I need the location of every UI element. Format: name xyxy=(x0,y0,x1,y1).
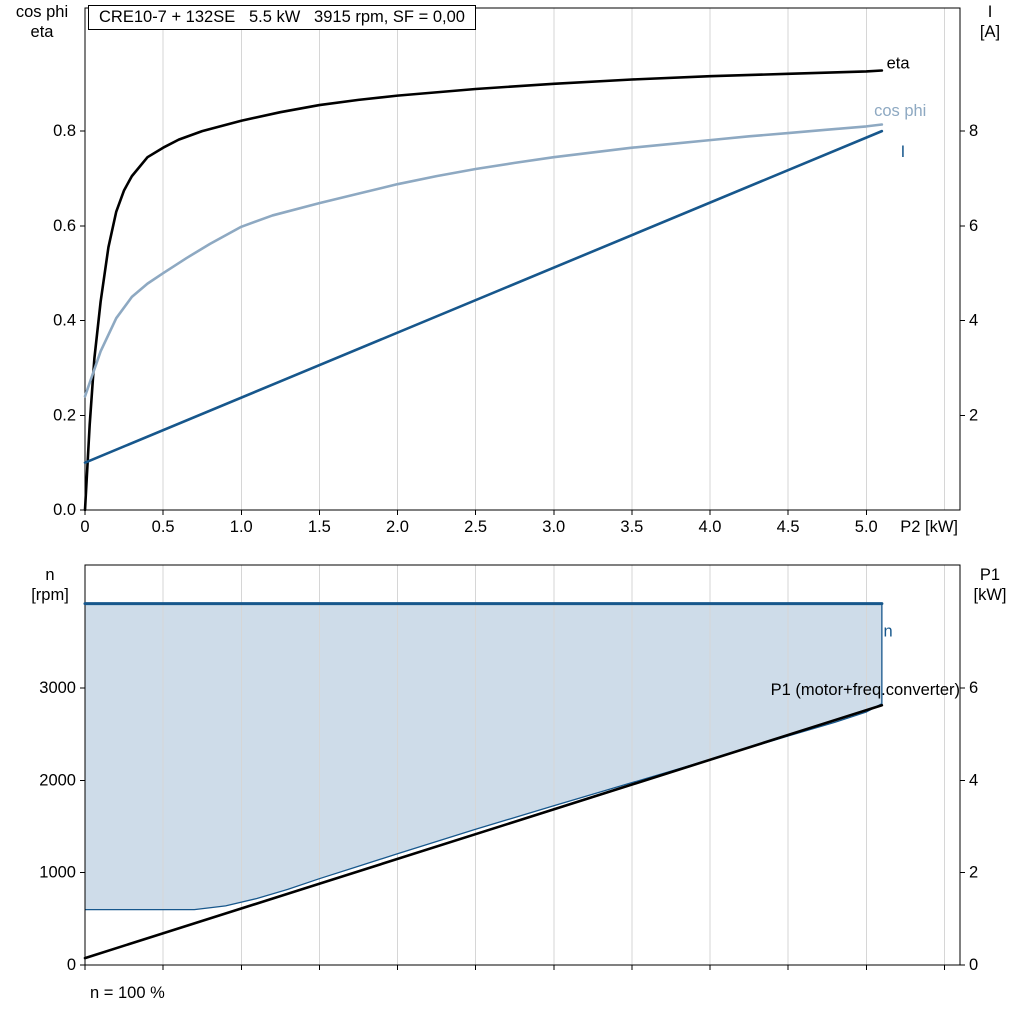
series-label-eta: eta xyxy=(887,55,911,73)
x-tick-label: 3.5 xyxy=(620,518,643,536)
x-axis-label: P2 [kW] xyxy=(900,518,958,536)
x-tick-label: 4.0 xyxy=(699,518,722,536)
x-tick-label: 1.0 xyxy=(230,518,253,536)
y-tick-label: 4 xyxy=(969,312,978,330)
axis-title-line: [kW] xyxy=(973,585,1007,604)
axis-title-line: [rpm] xyxy=(31,585,69,604)
y-tick-label: 2 xyxy=(969,406,978,424)
y-tick-label: 8 xyxy=(969,122,978,140)
bottom-left-axis-title: n [rpm] xyxy=(16,566,84,606)
series-p1 xyxy=(83,703,884,960)
series-current xyxy=(83,129,884,464)
x-tick-label: 2.0 xyxy=(386,518,409,536)
series-label-p1: P1 (motor+freq.converter) xyxy=(771,681,960,699)
y-tick-label: 3000 xyxy=(39,679,76,697)
series-label-speed: n xyxy=(883,622,892,640)
y-tick-label: 0.4 xyxy=(53,312,76,330)
x-tick-label: 0.5 xyxy=(152,518,175,536)
operating-range-edge xyxy=(85,603,883,911)
axis-title-line: I xyxy=(987,3,993,21)
y-tick-label: 0 xyxy=(67,956,76,974)
top-right-axis-title: I [A] xyxy=(960,3,1020,43)
speed-power-chart: 0 1000 2000 3000 0 2 4 6 n P1 (motor+freq.convert… xyxy=(39,564,978,974)
top-left-axis-title: cos phi eta xyxy=(0,3,84,43)
y-tick-label: 0.8 xyxy=(53,122,76,140)
bottom-right-axis-title: P1 [kW] xyxy=(960,566,1020,606)
plot-border xyxy=(84,564,961,966)
x-tick-label: 2.5 xyxy=(464,518,487,536)
y-tick-label: 2000 xyxy=(39,771,76,789)
y-tick-label: 0 xyxy=(969,956,978,974)
y-tick-label: 2 xyxy=(969,864,978,882)
series-label-cos-phi: cos phi xyxy=(874,102,926,120)
x-tick-label: 0 xyxy=(80,518,89,536)
x-tick-label: 1.5 xyxy=(308,518,331,536)
series-label-current: I xyxy=(901,143,906,161)
x-tick-label: 3.0 xyxy=(542,518,565,536)
y-tick-label: 4 xyxy=(969,771,978,789)
operating-range-fill xyxy=(85,603,882,910)
motor-performance-chart: 0 0.5 1.0 1.5 2.0 2.5 3.0 3.5 4.0 4.5 5.0 P2 [kW] 0.… xyxy=(53,7,978,536)
x-tick-label: 5.0 xyxy=(855,518,878,536)
axis-title-line: cos phi xyxy=(15,3,69,21)
x-tick-label: 4.5 xyxy=(777,518,800,536)
y-tick-label: 0.2 xyxy=(53,406,76,424)
axis-title-line: eta xyxy=(30,22,54,41)
speed-note: n = 100 % xyxy=(90,984,165,1002)
chart-title: CRE10-7 + 132SE 5.5 kW 3915 rpm, SF = 0,… xyxy=(88,5,476,30)
y-tick-label: 1000 xyxy=(39,864,76,882)
y-tick-label: 6 xyxy=(969,217,978,235)
y-tick-label: 0.6 xyxy=(53,217,76,235)
y-tick-label: 6 xyxy=(969,679,978,697)
plot-border xyxy=(84,7,961,511)
axis-title-line: [A] xyxy=(979,22,1001,41)
axis-title-line: P1 xyxy=(979,566,1001,584)
y-tick-label: 0.0 xyxy=(53,501,76,519)
axis-title-line: n xyxy=(45,566,55,584)
series-cos-phi xyxy=(83,123,884,398)
series-eta xyxy=(83,69,884,512)
